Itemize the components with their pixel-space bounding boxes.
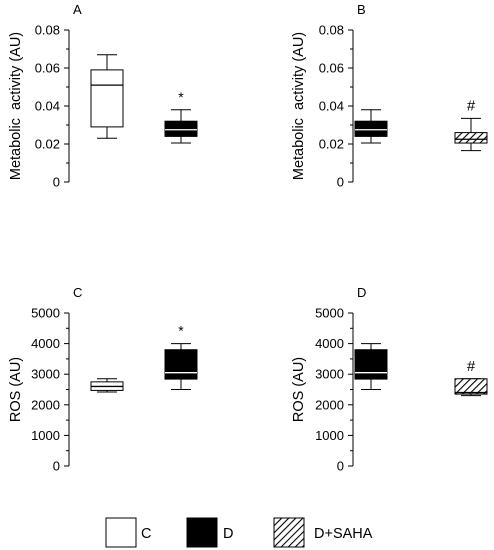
legend-swatch bbox=[273, 517, 305, 548]
y-tick-label: 0.08 bbox=[35, 23, 60, 38]
box-d-saha: # bbox=[454, 97, 488, 152]
legend-label: C bbox=[141, 526, 151, 542]
box-d: * bbox=[164, 323, 198, 390]
significance-mark: * bbox=[178, 323, 184, 339]
box-iqr bbox=[454, 132, 488, 144]
y-axis-title: ROS (AU) bbox=[8, 357, 24, 422]
y-tick-label: 3000 bbox=[315, 367, 344, 382]
y-tick-label: 0.08 bbox=[319, 23, 344, 38]
box-iqr bbox=[90, 69, 124, 128]
panel-label: C bbox=[73, 285, 82, 300]
y-tick-label: 1000 bbox=[315, 428, 344, 443]
legend-item-c: C bbox=[105, 517, 151, 548]
y-tick-label: 0 bbox=[337, 175, 344, 190]
box-d bbox=[354, 343, 388, 390]
y-tick-label: 1000 bbox=[31, 428, 60, 443]
y-axis-title: Metabolic activity (AU) bbox=[291, 32, 307, 180]
significance-mark: # bbox=[467, 97, 476, 114]
y-tick-label: 3000 bbox=[31, 367, 60, 382]
panel-label: A bbox=[73, 2, 82, 17]
y-tick-label: 0.06 bbox=[319, 61, 344, 76]
legend: C D D+SAHA bbox=[105, 517, 373, 548]
box-iqr bbox=[164, 349, 198, 380]
y-axis-title: ROS (AU) bbox=[291, 357, 307, 422]
box-d-saha: # bbox=[454, 358, 488, 397]
panel-C: C 0 1000 2000 3000 4000 5000 ROS (AU) * bbox=[8, 285, 198, 474]
box-iqr bbox=[354, 349, 388, 380]
y-tick-label: 0.04 bbox=[319, 99, 344, 114]
panel-B: B 0 0.02 0.04 0.06 0.08 Metabolic activity (AU… bbox=[291, 2, 488, 190]
box-d bbox=[354, 109, 388, 144]
y-axis-title: Metabolic activity (AU) bbox=[8, 32, 24, 180]
y-tick-label: 2000 bbox=[315, 397, 344, 412]
y-tick-label: 0.02 bbox=[35, 137, 60, 152]
y-tick-label: 0 bbox=[53, 175, 60, 190]
box-c bbox=[90, 378, 124, 393]
y-tick-label: 2000 bbox=[31, 397, 60, 412]
y-tick-label: 4000 bbox=[315, 336, 344, 351]
y-tick-label: 0 bbox=[53, 459, 60, 474]
panel-D: D 0 1000 2000 3000 4000 5000 ROS (AU) # bbox=[291, 285, 488, 474]
y-tick-label: 0.04 bbox=[35, 99, 60, 114]
panel-label: B bbox=[357, 2, 366, 17]
significance-mark: # bbox=[467, 358, 476, 375]
legend-label: D bbox=[223, 526, 233, 542]
legend-swatch bbox=[105, 517, 137, 548]
box-iqr bbox=[454, 378, 488, 395]
box-iqr bbox=[354, 120, 388, 137]
panel-label: D bbox=[357, 285, 366, 300]
panel-A: A 0 0.02 0.04 0.06 0.08 Metabolic activity (AU… bbox=[8, 2, 198, 190]
box-d: * bbox=[164, 89, 198, 144]
legend-item-d: D bbox=[186, 517, 233, 548]
y-tick-label: 5000 bbox=[31, 306, 60, 321]
y-tick-label: 0 bbox=[337, 459, 344, 474]
legend-item-d-saha: D+SAHA bbox=[273, 517, 373, 548]
box-iqr bbox=[164, 120, 198, 137]
significance-mark: * bbox=[178, 89, 184, 105]
box-c bbox=[90, 54, 124, 139]
y-tick-label: 0.06 bbox=[35, 61, 60, 76]
legend-label: D+SAHA bbox=[314, 526, 373, 542]
y-tick-label: 0.02 bbox=[319, 137, 344, 152]
y-tick-label: 4000 bbox=[31, 336, 60, 351]
y-tick-label: 5000 bbox=[315, 306, 344, 321]
legend-swatch bbox=[186, 517, 218, 548]
